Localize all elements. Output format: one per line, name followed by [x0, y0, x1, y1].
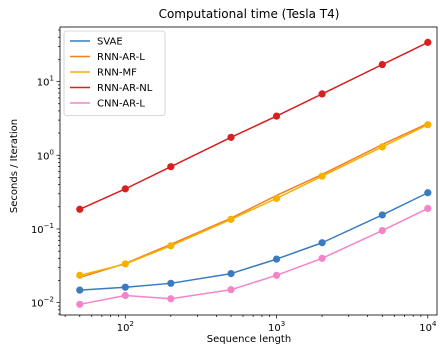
data-point — [424, 204, 432, 213]
data-point — [378, 60, 386, 69]
data-point — [424, 38, 432, 46]
data-point — [76, 286, 84, 294]
data-point — [121, 260, 129, 268]
data-point — [378, 211, 386, 219]
series-line — [79, 124, 429, 277]
x-tick-label: 102 — [117, 320, 134, 334]
legend-entry: RNN-MF — [70, 68, 137, 79]
chart-title: Computational time (Tesla T4) — [159, 7, 340, 21]
data-point — [167, 242, 175, 250]
data-point — [121, 185, 129, 193]
data-point — [227, 269, 235, 278]
data-point — [76, 205, 84, 213]
data-point — [318, 239, 326, 247]
series-line — [79, 122, 429, 279]
data-point — [76, 300, 84, 308]
x-tick-label: 103 — [268, 320, 285, 334]
series-svae — [76, 189, 432, 294]
data-point — [272, 194, 281, 202]
axes: 102 103 104 10−2 10−1 100 101 — [31, 26, 438, 334]
legend-label: RNN-AR-NL — [97, 83, 153, 94]
data-point — [227, 133, 235, 141]
data-point — [227, 286, 235, 294]
plot-frame — [59, 26, 438, 316]
data-point — [272, 255, 281, 263]
legend-entry: RNN-AR-NL — [70, 83, 153, 94]
data-point — [424, 189, 432, 197]
y-tick-label: 10−2 — [31, 296, 54, 310]
data-point — [227, 215, 235, 223]
legend-label: SVAE — [97, 37, 123, 48]
legend-label: RNN-MF — [97, 68, 137, 79]
plot-area — [76, 38, 432, 308]
legend: SVAE RNN-AR-L RNN-MF RNN-AR-NL CNN-AR-L — [63, 30, 166, 116]
data-point — [272, 271, 281, 279]
legend-entry: RNN-AR-L — [70, 52, 145, 63]
data-point — [76, 271, 84, 279]
data-point — [424, 121, 432, 129]
data-point — [318, 254, 326, 262]
legend-label: RNN-AR-L — [97, 52, 145, 63]
series-line — [79, 192, 429, 291]
legend-label: CNN-AR-L — [97, 99, 145, 110]
data-point — [318, 90, 326, 98]
legend-box — [63, 30, 166, 116]
y-axis-label: Seconds / Iteration — [9, 119, 20, 213]
data-point — [121, 283, 129, 291]
series-rnn-ar-l — [79, 122, 429, 279]
data-point — [378, 227, 386, 235]
data-point — [318, 172, 326, 180]
legend-entry: CNN-AR-L — [70, 99, 145, 110]
series-cnn-ar-l — [76, 204, 432, 308]
y-tick-label: 101 — [37, 75, 54, 89]
data-point — [121, 291, 129, 300]
data-point — [167, 163, 175, 171]
series-rnn-ar-nl — [76, 38, 432, 213]
data-point — [378, 143, 386, 151]
data-point — [167, 279, 175, 287]
x-axis-label: Sequence length — [207, 334, 291, 345]
legend-entry: SVAE — [70, 37, 123, 48]
x-tick-label: 104 — [419, 320, 437, 334]
series-line — [79, 207, 429, 306]
data-point — [167, 295, 175, 303]
y-tick-label: 100 — [37, 148, 54, 162]
data-point — [272, 112, 281, 120]
series-line — [79, 41, 429, 210]
series-rnn-mf — [76, 121, 432, 279]
y-tick-label: 10−1 — [31, 222, 54, 236]
